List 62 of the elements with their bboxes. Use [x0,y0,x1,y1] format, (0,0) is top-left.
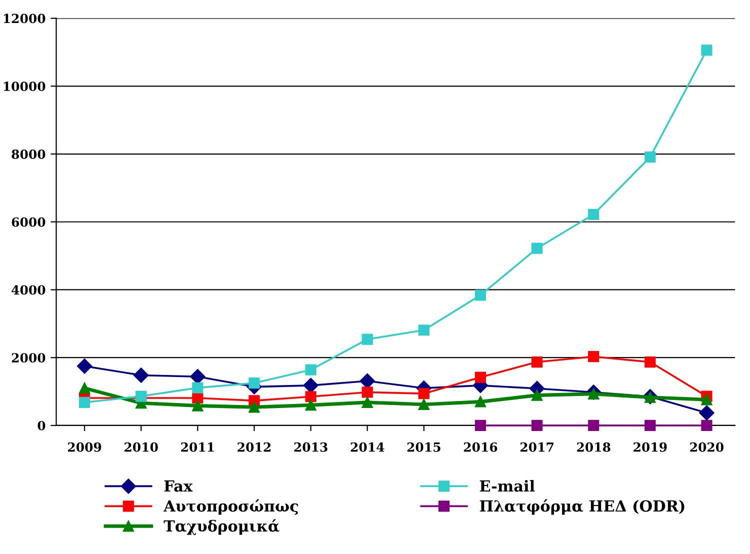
point [644,152,656,163]
point [588,351,600,362]
point [362,334,373,345]
x-tick-label: 2013 [294,442,328,452]
point [248,378,260,389]
point [699,405,714,420]
point [78,382,90,394]
point [588,208,600,220]
point [418,388,430,400]
x-tick-label: 2009 [68,442,102,452]
point [531,390,543,401]
y-tick-label: 12000 [4,14,46,24]
legend-label: Πλατφόρμα ΗΕΔ (ODR) [480,499,684,515]
point [78,396,90,408]
point [134,368,149,383]
point [701,420,712,432]
point [644,420,656,432]
legend-label: Fax [164,480,193,492]
point [190,369,206,384]
legend-label: E-mail [480,480,535,492]
point [474,372,486,383]
point [362,396,373,408]
x-tick-label: 2016 [464,442,498,452]
y-tick-label: 0 [38,420,46,430]
point [418,324,430,336]
x-tick-label: 2015 [407,442,440,452]
legend-label: Ταχυδρομικά [164,519,280,535]
point [531,356,543,368]
point [588,420,600,432]
point [248,402,260,413]
point [474,290,486,301]
x-tick-label: 2010 [124,442,158,452]
point [474,396,486,408]
point [474,420,486,432]
y-tick-label: 4000 [12,285,46,295]
point [192,382,204,394]
point [644,356,656,368]
point [305,400,316,411]
x-tick-label: 2017 [520,442,554,452]
y-tick-label: 10000 [4,82,46,92]
point [701,44,712,56]
point [701,394,712,406]
x-tick-label: 2011 [181,442,214,452]
y-tick-label: 6000 [12,217,46,227]
point [360,373,375,389]
point [362,386,373,398]
x-tick-label: 2019 [634,442,667,452]
x-tick-label: 2014 [350,442,384,452]
x-tick-label: 2012 [238,442,270,452]
point [305,364,316,376]
y-tick-label: 8000 [12,149,46,159]
point [531,242,543,254]
y-tick-label: 2000 [12,353,46,363]
point [418,398,430,410]
x-tick-label: 2018 [577,442,610,452]
legend-label: Αυτοπροσώπως [163,499,298,515]
point [192,400,204,412]
point [76,358,92,374]
point [303,378,318,393]
point [531,420,543,432]
x-tick-label: 2020 [690,442,724,452]
point [305,391,316,402]
